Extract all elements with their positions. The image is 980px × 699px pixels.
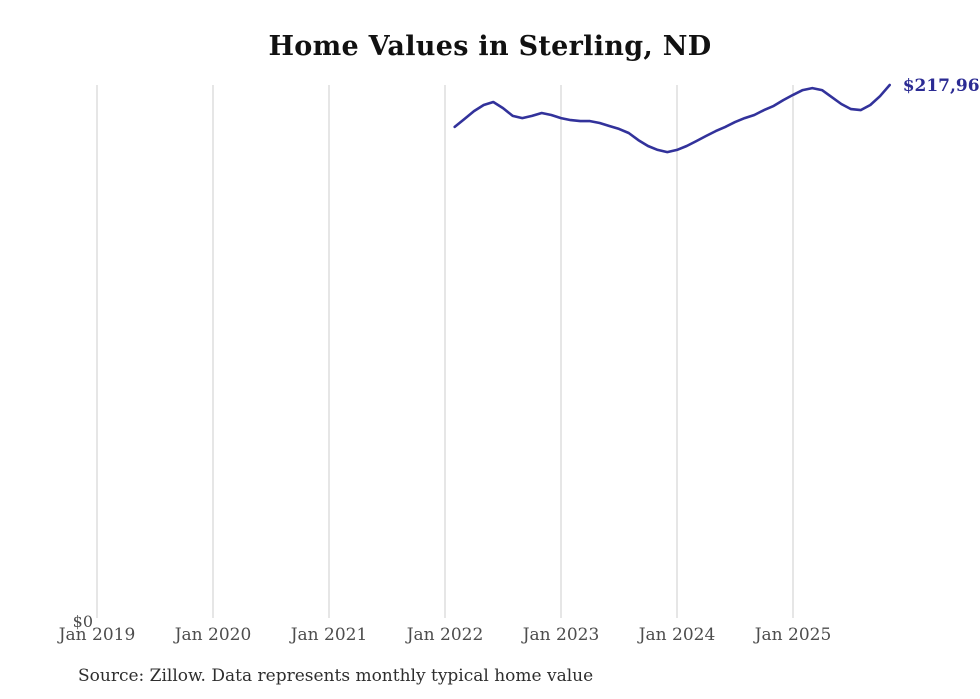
x-axis-labels: Jan 2019 Jan 2020 Jan 2021 Jan 2022 Jan 2023…	[57, 625, 832, 645]
x-axis-label: Jan 2023	[521, 625, 600, 645]
chart-title: Home Values in Sterling, ND	[268, 31, 712, 62]
source-note: Source: Zillow. Data represents monthly …	[78, 666, 594, 686]
x-axis-label: Jan 2019	[57, 625, 136, 645]
home-value-line	[453, 83, 892, 154]
end-value-label: $217,968	[903, 76, 980, 96]
x-axis-label: Jan 2020	[173, 625, 252, 645]
x-axis-label: Jan 2024	[637, 625, 716, 645]
y-axis-zero-label: $0	[73, 612, 93, 631]
x-axis-label: Jan 2021	[289, 625, 368, 645]
x-axis-label: Jan 2025	[753, 625, 832, 645]
x-axis-label: Jan 2022	[405, 625, 484, 645]
gridlines	[96, 85, 794, 618]
